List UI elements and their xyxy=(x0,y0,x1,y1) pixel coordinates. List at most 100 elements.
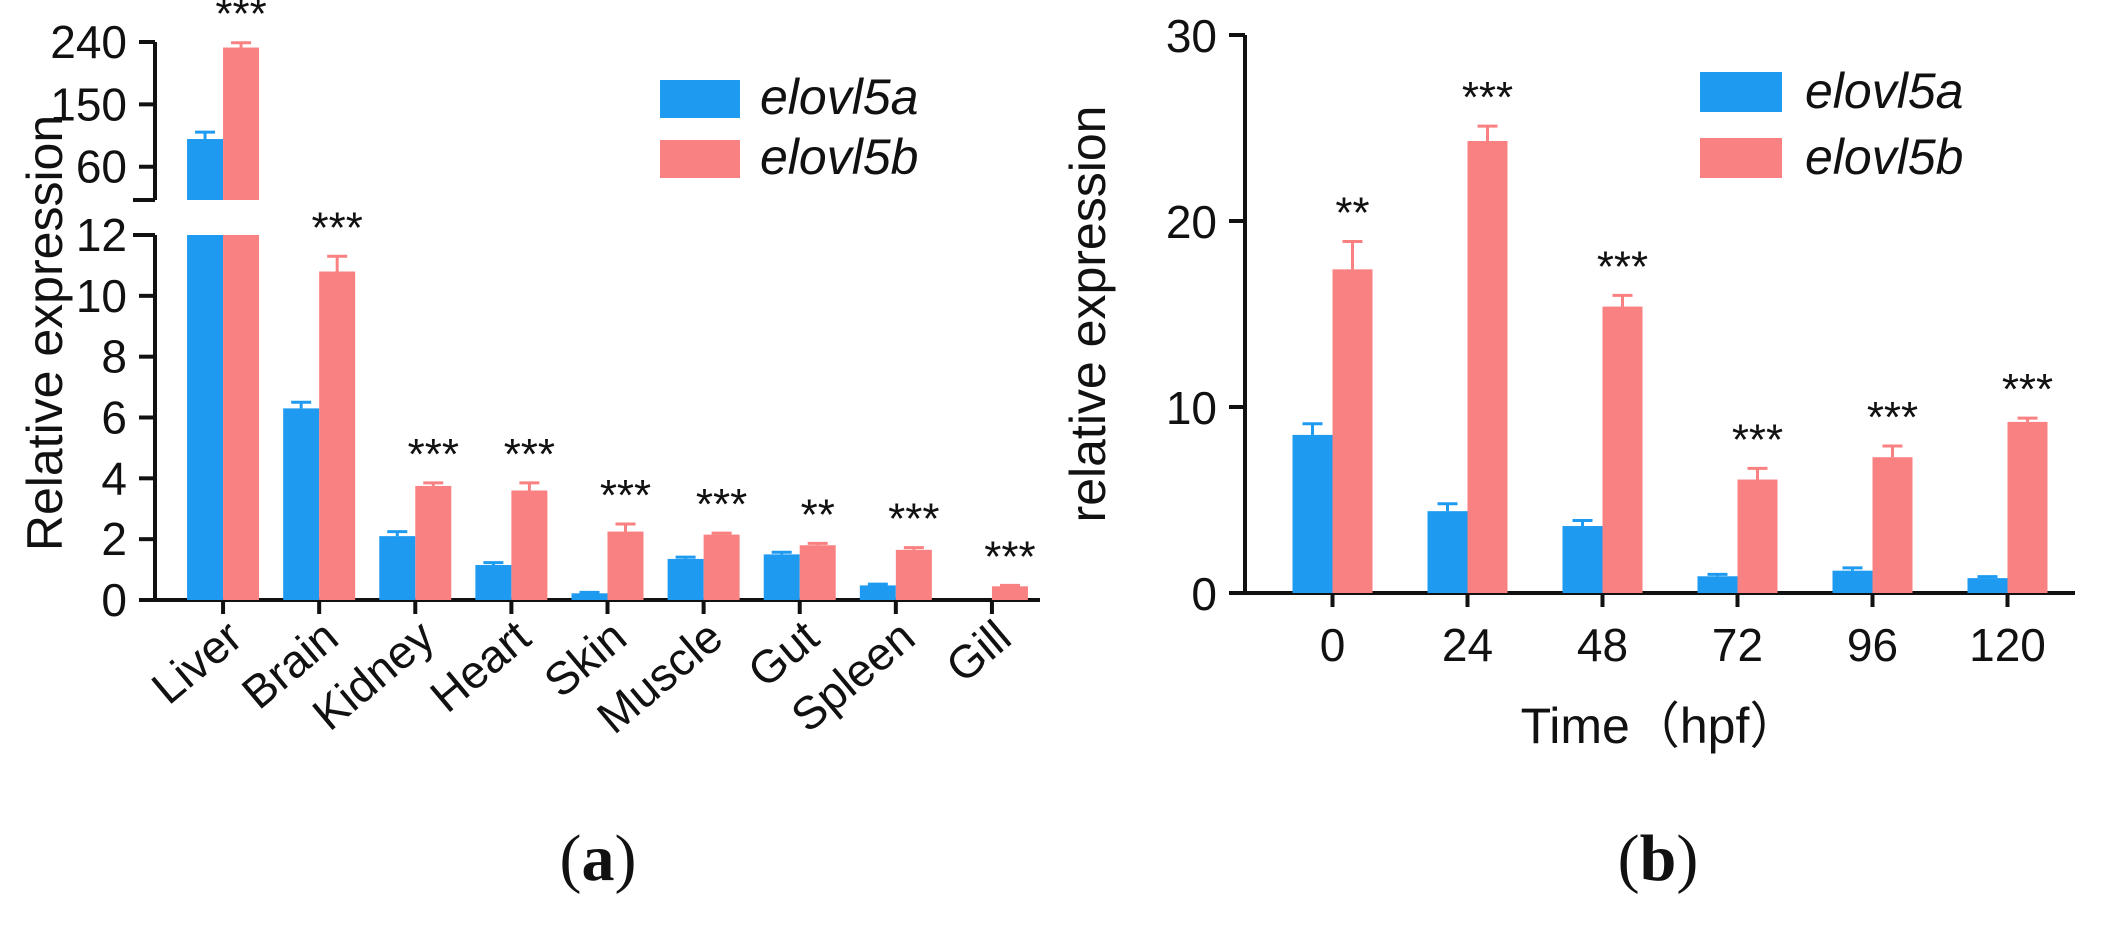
a-error-bar-elovl5b xyxy=(711,531,732,535)
a-bar-elovl5b xyxy=(703,534,740,600)
a-legend-label-elovl5a: elovl5a xyxy=(760,69,918,125)
b-x-tick-label: 120 xyxy=(1969,619,2046,671)
b-x-tick-label: 72 xyxy=(1712,619,1763,671)
a-error-bar-elovl5b xyxy=(999,583,1020,587)
b-error-bar-elovl5b xyxy=(1477,124,1498,142)
b-y-tick-label: 10 xyxy=(1166,382,1217,434)
a-bar-elovl5b xyxy=(223,47,260,201)
b-x-tick-label: 24 xyxy=(1442,619,1493,671)
a-bar-elovl5a xyxy=(283,408,320,600)
a-y-tick-label: 4 xyxy=(101,452,127,504)
b-error-bar-elovl5a xyxy=(1572,518,1593,527)
a-error-bar-elovl5a xyxy=(579,590,600,594)
a-y-tick-label: 150 xyxy=(50,78,127,130)
a-bar-elovl5a xyxy=(667,558,704,600)
panel-label-a: (a) xyxy=(560,822,637,895)
a-significance-label: *** xyxy=(888,495,939,544)
a-error-bar-elovl5b xyxy=(903,546,924,550)
b-error-bar-elovl5a xyxy=(1842,566,1863,571)
b-error-bar-elovl5a xyxy=(1302,422,1323,435)
a-bar-elovl5b xyxy=(895,549,932,600)
a-error-bar-elovl5b xyxy=(615,522,636,532)
a-bar-elovl5a xyxy=(763,554,800,600)
a-error-bar-elovl5a xyxy=(483,561,504,566)
b-bar-elovl5a xyxy=(1697,576,1738,593)
b-bar-elovl5b xyxy=(1602,306,1643,593)
b-error-bar-elovl5a xyxy=(1977,575,1998,579)
a-significance-label: *** xyxy=(696,480,747,529)
b-bar-elovl5b xyxy=(1737,479,1778,593)
a-error-bar-elovl5a xyxy=(291,400,312,409)
a-significance-label: *** xyxy=(215,0,266,39)
a-legend-swatch-elovl5b xyxy=(660,140,740,178)
b-y-tick-label: 20 xyxy=(1166,196,1217,248)
a-y-tick-label: 2 xyxy=(101,513,127,565)
b-x-tick-label: 48 xyxy=(1577,619,1628,671)
a-y-tick-label: 8 xyxy=(101,331,127,383)
a-significance-label: ** xyxy=(801,490,835,539)
a-bar-elovl5b xyxy=(991,586,1028,600)
b-x-axis-label: Time（hpf） xyxy=(1521,698,1800,754)
panel-label-b: (b) xyxy=(1618,822,1699,895)
a-significance-label: *** xyxy=(600,471,651,520)
a-significance-label: *** xyxy=(408,430,459,479)
a-error-bar-elovl5a xyxy=(195,130,216,140)
a-bar-elovl5b xyxy=(223,235,260,600)
a-error-bar-elovl5b xyxy=(807,541,828,546)
a-x-tick-label: Liver xyxy=(142,610,252,714)
b-significance-label: *** xyxy=(1462,73,1513,122)
b-legend-swatch-elovl5a xyxy=(1700,72,1782,112)
a-bar-elovl5a xyxy=(859,585,896,600)
b-x-tick-label: 96 xyxy=(1847,619,1898,671)
b-x-tick-label: 0 xyxy=(1320,619,1346,671)
a-error-bar-elovl5b xyxy=(327,254,348,272)
b-bar-elovl5a xyxy=(1427,511,1468,593)
a-bar-elovl5b xyxy=(319,271,356,600)
a-error-bar-elovl5a xyxy=(675,555,696,559)
b-y-axis-label: relative expression xyxy=(1060,106,1116,523)
b-y-tick-label: 0 xyxy=(1191,568,1217,620)
b-bar-elovl5a xyxy=(1832,570,1873,593)
a-x-tick-label: Gill xyxy=(936,610,1020,693)
b-significance-label: *** xyxy=(1597,242,1648,291)
b-significance-label: *** xyxy=(1732,415,1783,464)
a-bar-elovl5a xyxy=(187,235,224,600)
a-error-bar-elovl5b xyxy=(423,481,444,486)
a-x-tick-label: Heart xyxy=(420,610,540,722)
b-legend-label-elovl5b: elovl5b xyxy=(1805,129,1963,185)
a-y-tick-label: 10 xyxy=(76,270,127,322)
b-significance-label: *** xyxy=(2002,365,2053,414)
a-error-bar-elovl5a xyxy=(867,582,888,586)
b-error-bar-elovl5a xyxy=(1707,572,1728,577)
a-error-bar-elovl5a xyxy=(771,550,792,555)
b-bar-elovl5b xyxy=(1332,269,1373,593)
a-error-bar-elovl5b xyxy=(519,481,540,491)
a-bar-elovl5b xyxy=(415,485,452,600)
a-legend-swatch-elovl5a xyxy=(660,80,740,118)
b-error-bar-elovl5a xyxy=(1437,502,1458,512)
a-error-bar-elovl5b xyxy=(231,41,252,48)
a-bar-elovl5b xyxy=(607,531,644,600)
b-y-tick-label: 30 xyxy=(1166,10,1217,62)
a-bar-elovl5a xyxy=(379,536,416,600)
b-legend-swatch-elovl5b xyxy=(1700,138,1782,178)
a-error-bar-elovl5a xyxy=(387,530,408,537)
a-bar-elovl5a xyxy=(187,139,224,200)
a-significance-label: *** xyxy=(504,430,555,479)
b-bar-elovl5a xyxy=(1562,526,1603,593)
b-significance-label: *** xyxy=(1867,393,1918,442)
a-y-tick-label: 60 xyxy=(76,141,127,193)
b-bar-elovl5b xyxy=(1467,141,1508,593)
a-significance-label: *** xyxy=(984,532,1035,581)
b-error-bar-elovl5b xyxy=(1747,466,1768,480)
a-y-tick-label: 240 xyxy=(50,16,127,68)
b-significance-label: ** xyxy=(1335,188,1369,237)
a-y-tick-label: 12 xyxy=(76,209,127,261)
a-bar-elovl5a xyxy=(475,565,512,600)
b-error-bar-elovl5b xyxy=(2017,416,2038,422)
a-bar-elovl5b xyxy=(799,545,836,600)
b-bar-elovl5b xyxy=(1872,457,1913,593)
b-bar-elovl5a xyxy=(1967,578,2008,593)
b-error-bar-elovl5b xyxy=(1342,239,1363,270)
